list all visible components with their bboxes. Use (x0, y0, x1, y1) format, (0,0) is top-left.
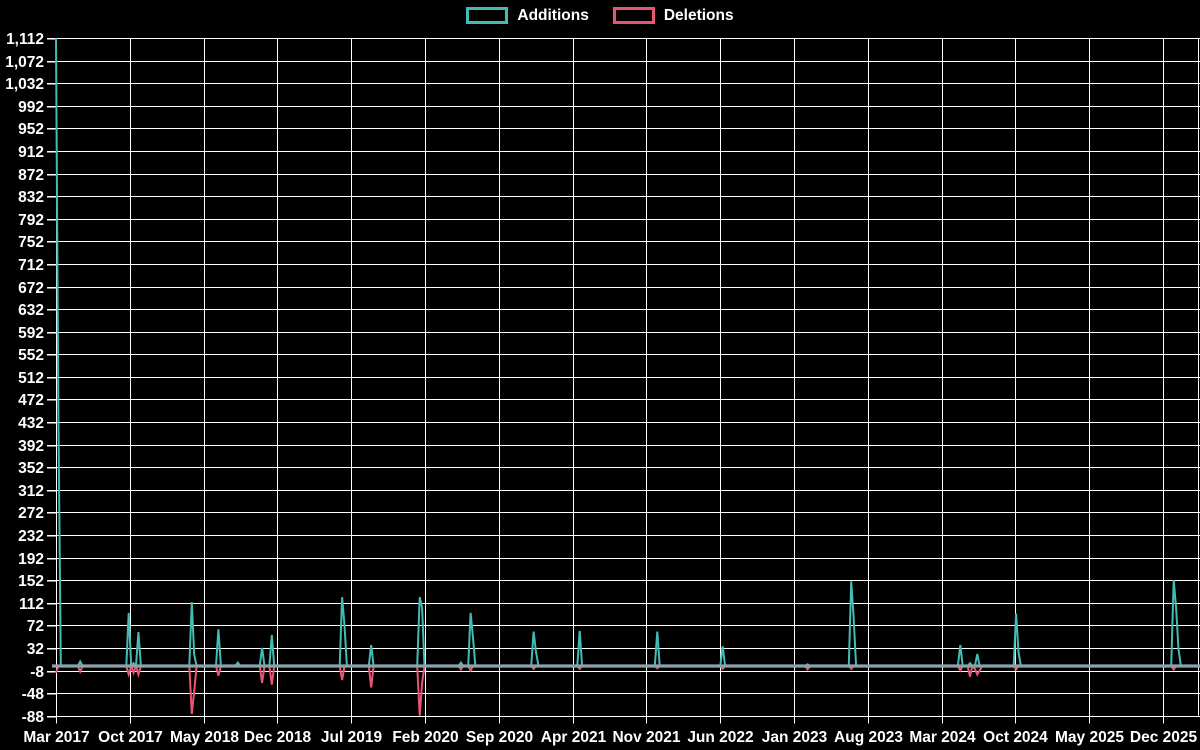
x-gridlines-and-labels: Mar 2017 Oct 2017 May 2018 Dec 2018 Jul 2019… (23, 38, 1199, 746)
y-axis-label: 352 (18, 460, 44, 477)
additions-line (55, 38, 1200, 669)
y-axis-label: 1,032 (5, 76, 44, 93)
y-axis-label: 272 (18, 505, 44, 522)
x-axis-label: Dec 2018 (244, 729, 312, 746)
deletions-line (55, 662, 1200, 716)
y-axis-label: 552 (18, 347, 44, 364)
y-axis-label: 832 (18, 189, 44, 206)
x-axis-label: Mar 2017 (23, 729, 89, 746)
y-axis-label: 312 (18, 483, 44, 500)
y-axis-label: 152 (18, 573, 44, 590)
y-axis-label: 872 (18, 167, 44, 184)
y-axis-label: 512 (18, 370, 44, 387)
legend-label-deletions: Deletions (663, 6, 734, 24)
y-axis-label: 432 (18, 415, 44, 432)
x-axis-label: Aug 2023 (834, 729, 903, 746)
x-axis-label: Oct 2017 (98, 729, 163, 746)
x-axis-label: Jun 2022 (687, 729, 753, 746)
x-axis-label: Dec 2025 (1130, 729, 1198, 746)
y-axis-label: -88 (22, 709, 45, 726)
x-axis-label: May 2025 (1055, 729, 1124, 746)
y-axis-label: 112 (19, 596, 44, 613)
x-axis-label: Mar 2024 (909, 729, 976, 746)
y-gridlines-and-labels: -88 -48 -8 32 72 112 152 192 232 272 312 352 392 432 4… (5, 31, 1200, 726)
x-axis-label: Nov 2021 (612, 729, 680, 746)
y-axis-label: 72 (27, 618, 44, 635)
y-axis-label: 1,112 (6, 31, 44, 48)
y-axis-label: 992 (18, 99, 44, 116)
y-axis-label: 952 (18, 121, 44, 138)
x-axis-label: Feb 2020 (392, 729, 458, 746)
y-axis-label: 592 (18, 325, 44, 342)
deletions-swatch-icon (612, 7, 655, 24)
x-axis-label: Jan 2023 (762, 729, 828, 746)
y-axis-label: 472 (18, 392, 44, 409)
y-axis-label: -8 (30, 664, 44, 681)
legend-item-deletions[interactable]: Deletions (612, 6, 734, 24)
x-axis-label: Apr 2021 (541, 729, 607, 746)
x-axis-label: Sep 2020 (466, 729, 533, 746)
y-axis-label: 192 (18, 551, 44, 568)
chart-legend: Additions Deletions (0, 7, 1200, 24)
y-axis-label: 792 (18, 212, 44, 229)
x-axis-label: Jul 2019 (321, 729, 383, 746)
x-axis-label: May 2018 (170, 729, 239, 746)
y-axis-label: 32 (27, 641, 44, 658)
y-axis-label: 672 (18, 280, 44, 297)
y-axis-label: 1,072 (5, 54, 44, 71)
x-axis-label: Oct 2024 (983, 729, 1048, 746)
y-axis-label: 912 (18, 144, 44, 161)
y-axis-label: 392 (18, 438, 44, 455)
legend-item-additions[interactable]: Additions (466, 6, 589, 24)
additions-swatch-icon (466, 7, 509, 24)
y-axis-label: 712 (18, 257, 44, 274)
y-axis-label: 632 (18, 302, 44, 319)
y-axis-label: 232 (18, 528, 44, 545)
y-axis-label: -48 (22, 686, 45, 703)
y-axis-label: 752 (18, 234, 44, 251)
legend-label-additions: Additions (517, 6, 589, 24)
